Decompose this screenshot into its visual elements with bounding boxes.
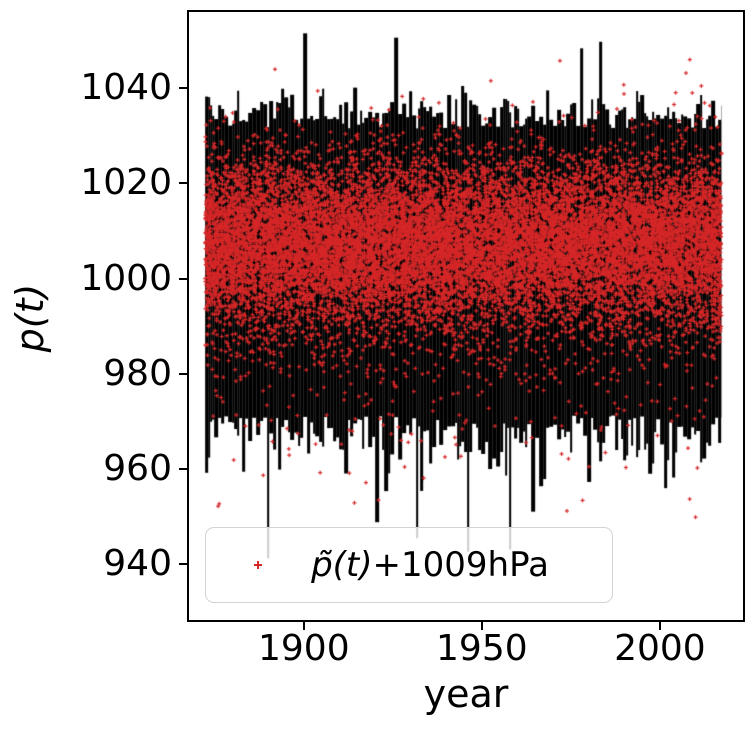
y-tick-label: 1040	[80, 67, 172, 109]
y-tick-label: 940	[103, 543, 172, 585]
legend-label-math: p̃(t)	[311, 545, 373, 585]
y-tick-label: 980	[103, 352, 172, 394]
scatter-plus-marker-icon	[254, 561, 262, 569]
x-tick-mark	[480, 622, 483, 630]
x-tick-label: 2000	[614, 628, 706, 669]
legend-label-offset: +1009hPa	[372, 545, 549, 585]
y-tick-mark	[179, 563, 187, 566]
x-tick-label: 1900	[257, 628, 350, 669]
y-tick-label: 960	[103, 448, 172, 490]
plot-area	[187, 10, 745, 622]
y-tick-mark	[179, 182, 187, 185]
x-axis-label: year	[423, 672, 509, 716]
x-tick-mark	[658, 622, 661, 630]
y-tick-label: 1020	[80, 162, 172, 204]
y-tick-label: 1000	[80, 257, 172, 299]
y-tick-mark	[179, 468, 187, 471]
x-tick-label: 1950	[436, 628, 528, 669]
x-tick-mark	[302, 622, 305, 630]
y-tick-mark	[179, 372, 187, 375]
y-tick-mark	[179, 87, 187, 90]
marker-vertical-bar	[257, 561, 259, 569]
y-tick-mark	[179, 277, 187, 280]
legend: p̃(t)+1009hPa	[205, 527, 613, 603]
legend-label: p̃(t)+1009hPa	[262, 545, 612, 585]
